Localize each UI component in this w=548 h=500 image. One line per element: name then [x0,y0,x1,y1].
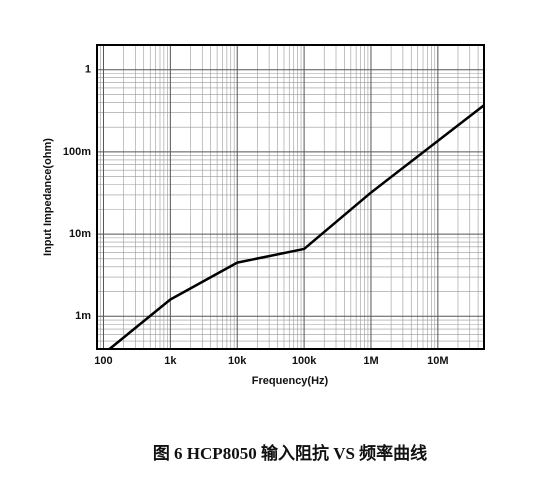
x-tick-label: 10M [427,355,448,367]
x-axis-label: Frequency(Hz) [252,375,329,387]
x-tick-label: 100k [292,355,317,367]
x-tick-label: 1k [164,355,177,367]
data-line [108,104,485,350]
caption: 图 6 HCP8050 输入阻抗 VS 频率曲线 [153,443,427,463]
plot-frame [96,44,485,350]
y-tick-label: 10m [69,228,91,240]
y-tick-label: 100m [63,146,91,158]
x-tick-label: 10k [228,355,247,367]
y-tick-label: 1 [85,64,91,76]
y-tick-label: 1m [75,310,91,322]
y-axis-label: Input Impedance(ohm) [42,138,54,256]
x-tick-label: 100 [94,355,112,367]
x-tick-label: 1M [363,355,378,367]
